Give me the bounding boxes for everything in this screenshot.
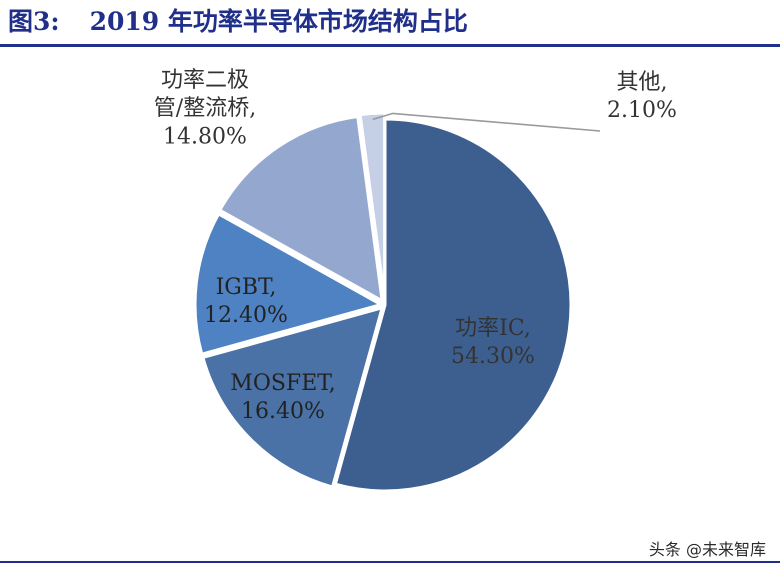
figure-number: 图3:	[8, 7, 60, 36]
slice-label: 其他, 2.10%	[607, 70, 677, 123]
figure-title-text: 2019 年功率半导体市场结构占比	[89, 7, 468, 36]
slice-label-line: 12.40%	[204, 303, 288, 328]
pie-slice	[217, 114, 385, 304]
pie-slice	[358, 111, 387, 300]
slice-label: IGBT, 12.40%	[204, 275, 288, 328]
slice-label-line: 功率IC,	[455, 316, 531, 341]
watermark: 头条 @未来智库	[648, 540, 766, 559]
slice-label-line: 54.30%	[451, 344, 535, 369]
slice-label-line: IGBT,	[216, 275, 277, 300]
slice-label-line: 其他,	[617, 70, 668, 95]
slice-label: 功率IC, 54.30%	[451, 316, 535, 369]
slice-label-line: 14.80%	[163, 124, 247, 149]
slice-label-line: MOSFET,	[230, 371, 335, 396]
slice-label: 功率二极管/整流桥, 14.80%	[154, 68, 256, 149]
slice-label-line: 功率二极	[161, 68, 249, 93]
figure-title: 图3: 2019 年功率半导体市场结构占比	[8, 2, 468, 38]
leader-line	[372, 112, 601, 132]
slice-label-line: 16.40%	[241, 399, 325, 424]
slice-label: MOSFET, 16.40%	[230, 371, 335, 424]
title-rule	[0, 44, 780, 47]
bottom-rule	[0, 561, 780, 563]
slice-label-line: 2.10%	[607, 98, 677, 123]
slice-label-line: 管/整流桥,	[154, 96, 256, 121]
pie-slice	[193, 211, 385, 357]
pie-slice	[333, 117, 573, 493]
pie-slice	[201, 305, 385, 489]
